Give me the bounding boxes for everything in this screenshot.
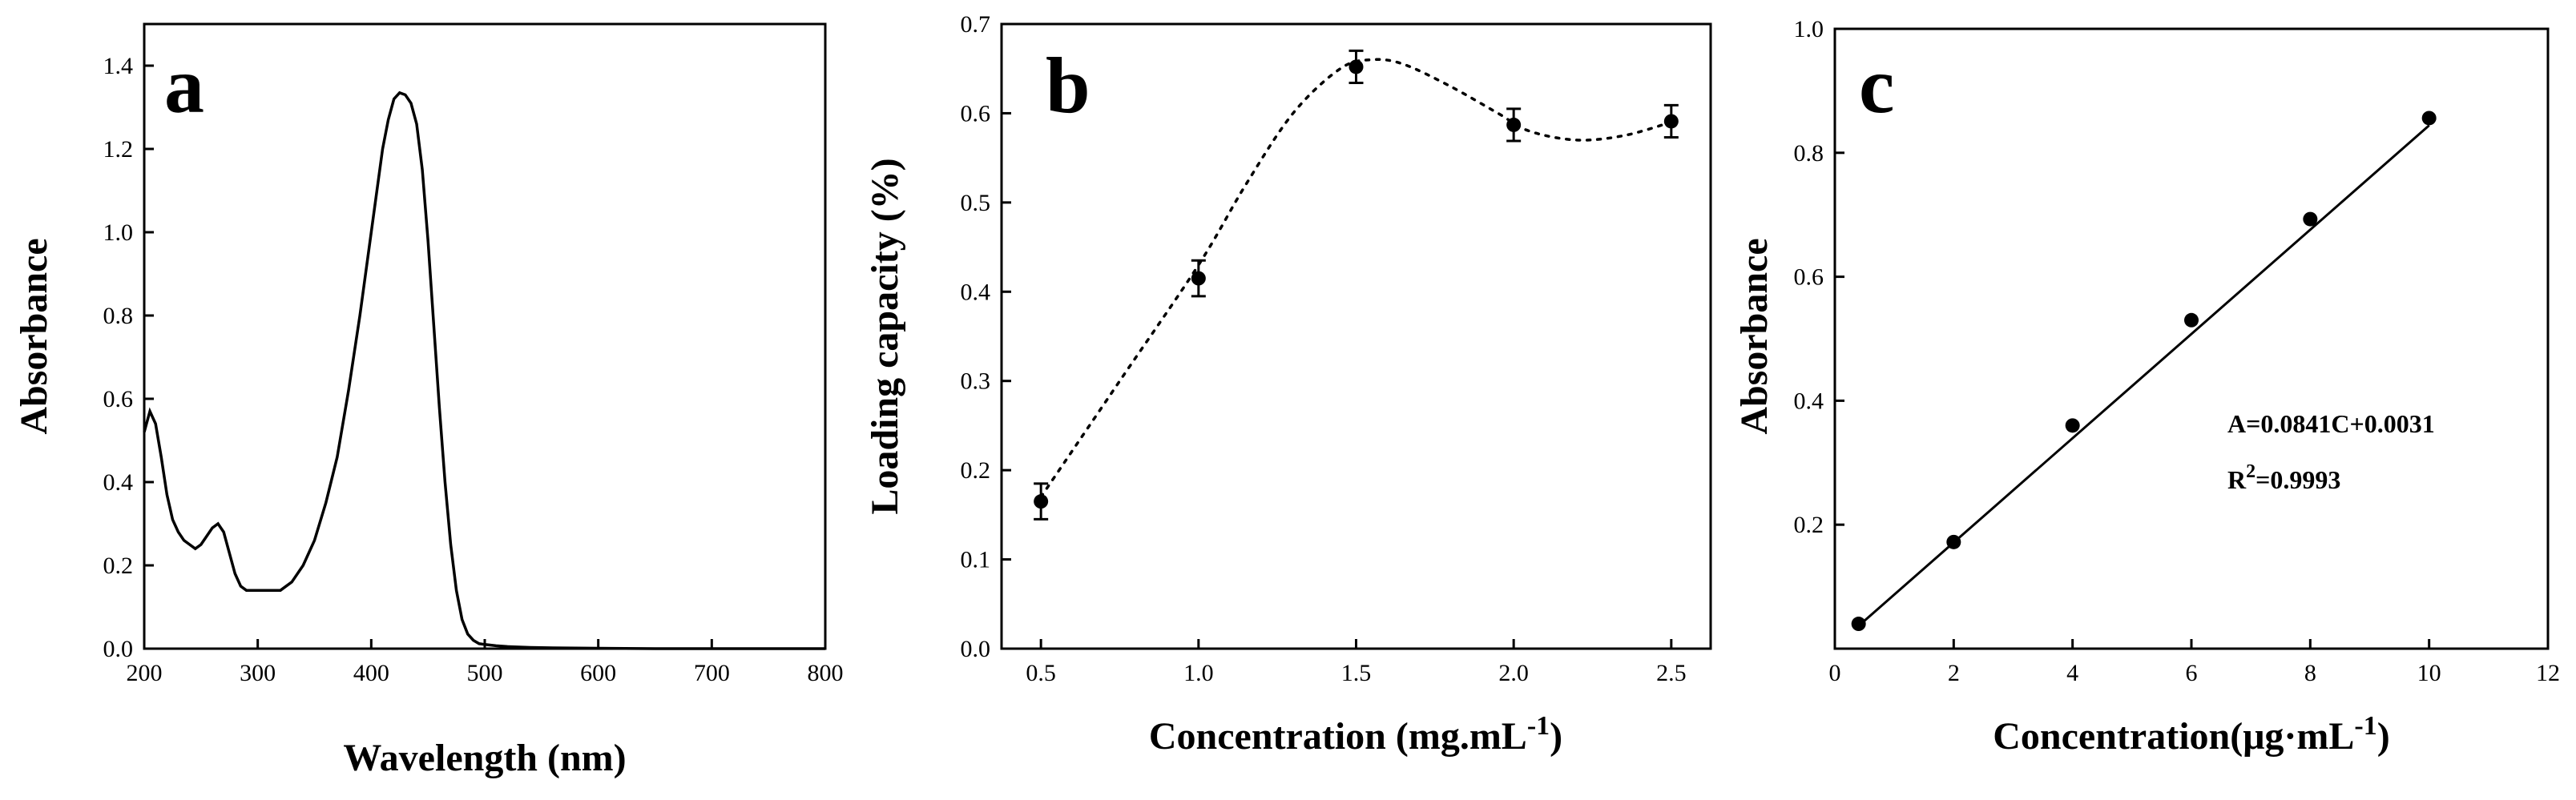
panel-c-data-point	[2303, 211, 2318, 227]
panel-a-y-tick-label: 0.6	[103, 386, 134, 412]
panel-a-x-tick-label: 400	[353, 660, 389, 686]
panel-b-x-tick-label: 1.5	[1341, 660, 1372, 686]
panel-c-x-tick-label: 10	[2417, 660, 2441, 686]
panel-a-ticks: 200 300 400 500 600 700 800 0.0 0.2 0.4 0.6 0.8 1.0 1…	[103, 53, 844, 686]
panel-b-y-tick-label: 0.1	[961, 547, 991, 573]
panel-c-r-squared-sup: 2	[2246, 461, 2256, 482]
panel-a-marks	[143, 90, 825, 650]
panel-c-calibration-curve: 0 2 4 6 8 10 12 0.2 0.4 0.6 0.8 1.0 c A=0.0841C+0.0…	[1733, 16, 2560, 758]
panel-c-equation: A=0.0841C+0.0031	[2227, 409, 2435, 438]
panel-a-y-tick-label: 1.2	[103, 136, 134, 163]
panel-c-r-squared-value: =0.9993	[2256, 465, 2340, 494]
panel-c-ticks: 0 2 4 6 8 10 12 0.2 0.4 0.6 0.8 1.0	[1794, 16, 2561, 686]
panel-b-x-tick-label: 2.5	[1656, 660, 1687, 686]
panel-b-y-tick-label: 0.2	[961, 457, 991, 484]
panel-c-y-axis-label: Absorbance	[1733, 238, 1776, 434]
panel-b-trend-line	[1039, 58, 1673, 499]
panel-a-y-tick-label: 0.4	[103, 469, 134, 496]
panel-a-x-tick-label: 200	[127, 660, 163, 686]
panel-a-x-tick-label: 500	[467, 660, 503, 686]
panel-c-data-point	[2184, 312, 2199, 328]
panel-b-x-axis-label-text: Concentration (mg.mL	[1149, 715, 1527, 758]
panel-a-y-tick-label: 1.4	[103, 53, 134, 79]
panel-c-x-tick-label: 6	[2186, 660, 2198, 686]
panel-c-y-tick-label: 1.0	[1794, 16, 1824, 42]
panel-a-x-tick-label: 800	[808, 660, 844, 686]
panel-a-y-tick-label: 0.2	[103, 553, 134, 579]
panel-c-letter: c	[1859, 41, 1894, 130]
panel-a-letter: a	[164, 41, 204, 130]
panel-c-x-tick-label: 4	[2066, 660, 2078, 686]
panel-c-data-point	[1851, 617, 1866, 632]
panel-c-x-axis-label-sup: -1	[2354, 711, 2376, 741]
panel-c-x-tick-label: 0	[1829, 660, 1841, 686]
panel-a-x-tick-label: 700	[694, 660, 730, 686]
panel-c-y-tick-label: 0.2	[1794, 512, 1824, 538]
panel-b-data-point	[1663, 114, 1679, 129]
panel-a-absorbance-spectrum: 200 300 400 500 600 700 800 0.0 0.2 0.4 0.6 0.8 1.0 1…	[13, 22, 844, 779]
panel-a-x-axis-label: Wavelength (nm)	[343, 737, 626, 779]
panel-b-y-tick-label: 0.5	[961, 190, 991, 216]
panel-a-x-tick-label: 300	[240, 660, 276, 686]
panel-c-y-tick-label: 0.6	[1794, 264, 1824, 291]
panel-b-data-point	[1348, 59, 1364, 74]
panel-b-y-tick-label: 0.7	[961, 11, 991, 38]
panel-b-x-axis-label-sup: -1	[1527, 711, 1550, 741]
panel-a-y-tick-label: 0.8	[103, 303, 134, 329]
panel-c-r-squared-label: R	[2227, 465, 2247, 494]
panel-b-x-tick-label: 2.0	[1498, 660, 1529, 686]
panel-c-r-squared: R2=0.9993	[2227, 461, 2340, 494]
panel-b-y-tick-label: 0.0	[961, 636, 991, 662]
panel-c-y-tick-label: 0.8	[1794, 140, 1824, 167]
panel-b-ticks: 0.5 1.0 1.5 2.0 2.5 0.0 0.1 0.2 0.3 0.4 0.5 0.6 0.7	[961, 11, 1687, 686]
panel-c-x-tick-label: 8	[2304, 660, 2316, 686]
panel-a-spectrum-line	[143, 90, 825, 650]
panel-c-x-axis-label-text: Concentration(μg·mL	[1993, 715, 2354, 758]
panel-a-y-tick-label: 0.0	[103, 636, 134, 662]
panel-a-x-tick-label: 600	[580, 660, 616, 686]
panel-c-data-point	[2421, 111, 2437, 126]
panel-a-y-axis-label: Absorbance	[13, 238, 55, 434]
panel-c-data-point	[1946, 534, 1961, 549]
panel-b-x-tick-label: 1.0	[1183, 660, 1214, 686]
panel-c-x-tick-label: 12	[2536, 660, 2560, 686]
panel-b-y-axis-label: Loading capacity (%)	[864, 158, 906, 514]
panel-b-x-tick-label: 0.5	[1026, 660, 1056, 686]
panel-b-data-point	[1506, 117, 1522, 132]
panel-b-marks	[1034, 49, 1679, 521]
panel-b-y-tick-label: 0.6	[961, 100, 991, 127]
panel-c-x-axis-label-end: )	[2377, 715, 2390, 758]
panel-b-data-point	[1191, 271, 1206, 286]
panel-b-data-point	[1034, 494, 1049, 509]
panel-a-y-tick-label: 1.0	[103, 219, 134, 246]
panel-c-y-tick-label: 0.4	[1794, 388, 1824, 414]
panel-b-x-axis-label: Concentration (mg.mL-1)	[1149, 711, 1562, 758]
panel-b-x-axis-label-end: )	[1550, 715, 1562, 758]
panel-b-y-tick-label: 0.4	[961, 279, 991, 305]
panel-b-letter: b	[1046, 41, 1090, 130]
panel-c-data-point	[2065, 418, 2080, 433]
panel-b-y-tick-label: 0.3	[961, 368, 991, 395]
panel-b-loading-capacity: 0.5 1.0 1.5 2.0 2.50.00.10.20.30.40.50.60.7 …	[864, 11, 1712, 758]
panel-c-x-axis-label: Concentration(μg·mL-1)	[1993, 711, 2389, 758]
panel-c-x-tick-label: 2	[1948, 660, 1960, 686]
panel-c-marks	[1851, 111, 2437, 632]
